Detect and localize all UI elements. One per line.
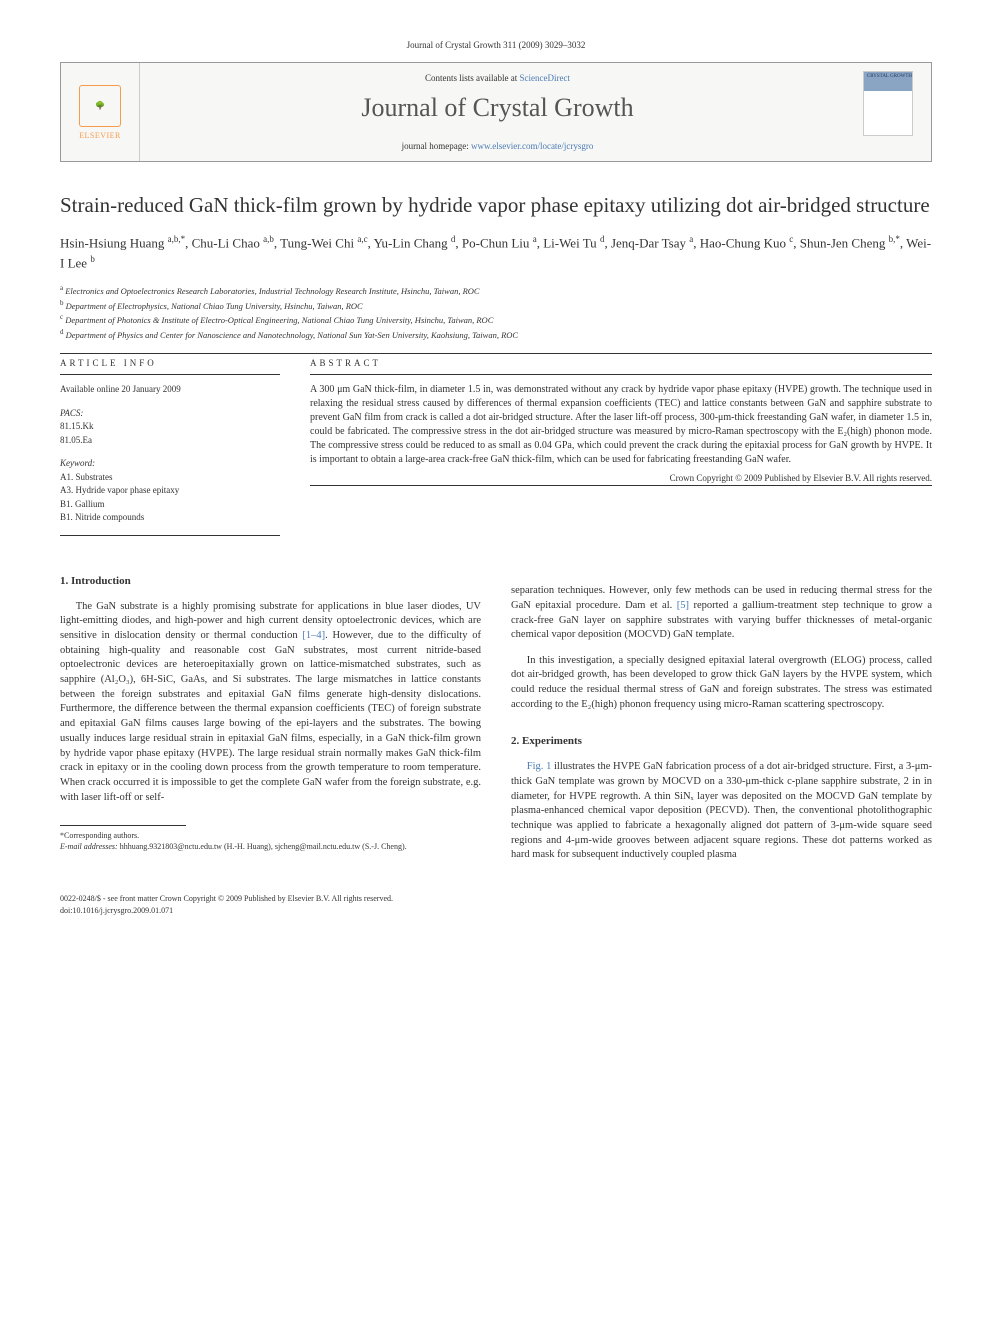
kw-3: B1. Nitride compounds bbox=[60, 511, 280, 525]
journal-name: Journal of Crystal Growth bbox=[160, 93, 835, 123]
doi-line: doi:10.1016/j.jcrysgro.2009.01.071 bbox=[60, 905, 932, 916]
email-2: sjcheng@mail.nctu.edu.tw (S.-J. Cheng). bbox=[275, 842, 407, 851]
sec2-p1-text: illustrates the HVPE GaN fabrication pro… bbox=[511, 761, 932, 860]
info-bottom-rule bbox=[60, 535, 280, 536]
pacs-0: 81.15.Kk bbox=[60, 420, 280, 434]
kw-2: B1. Gallium bbox=[60, 498, 280, 512]
abstract: ABSTRACT A 300 μm GaN thick-film, in dia… bbox=[310, 358, 932, 544]
emails: E-mail addresses: hhhuang.9321803@nctu.e… bbox=[60, 841, 481, 852]
abstract-rule bbox=[310, 374, 932, 375]
abstract-bottom-rule bbox=[310, 485, 932, 486]
ref-5-link[interactable]: [5] bbox=[677, 600, 689, 611]
footnote-rule bbox=[60, 825, 186, 826]
col2-p1: separation techniques. However, only few… bbox=[511, 584, 932, 643]
journal-banner: 🌳 ELSEVIER Contents lists available at S… bbox=[60, 62, 932, 162]
affiliation-item: a Electronics and Optoelectronics Resear… bbox=[60, 283, 932, 298]
affiliation-item: d Department of Physics and Center for N… bbox=[60, 327, 932, 342]
kw-1: A3. Hydride vapor phase epitaxy bbox=[60, 484, 280, 498]
pacs-label: PACS: bbox=[60, 407, 280, 421]
contents-text: Contents lists available at bbox=[425, 73, 519, 83]
contents-available: Contents lists available at ScienceDirec… bbox=[160, 73, 835, 83]
affiliation-item: c Department of Photonics & Institute of… bbox=[60, 312, 932, 327]
cover-image: CRYSTAL GROWTH bbox=[863, 71, 913, 136]
info-rule bbox=[60, 374, 280, 375]
elsevier-tree-icon: 🌳 bbox=[79, 85, 121, 127]
section-1-heading: 1. Introduction bbox=[60, 574, 481, 589]
col2-p2: In this investigation, a specially desig… bbox=[511, 654, 932, 713]
info-text: Available online 20 January 2009 PACS: 8… bbox=[60, 383, 280, 525]
journal-cover: CRYSTAL GROWTH bbox=[855, 63, 931, 161]
journal-homepage: journal homepage: www.elsevier.com/locat… bbox=[160, 141, 835, 151]
front-matter-line: 0022-0248/$ - see front matter Crown Cop… bbox=[60, 893, 932, 904]
divider bbox=[60, 353, 932, 354]
ref-1-4-link[interactable]: [1–4] bbox=[302, 630, 325, 641]
sec2-p1: Fig. 1 illustrates the HVPE GaN fabricat… bbox=[511, 760, 932, 863]
email-label: E-mail addresses: bbox=[60, 842, 118, 851]
info-abstract-row: ARTICLE INFO Available online 20 January… bbox=[60, 358, 932, 544]
affiliation-item: b Department of Electrophysics, National… bbox=[60, 298, 932, 313]
homepage-label: journal homepage: bbox=[402, 141, 471, 151]
kw-0: A1. Substrates bbox=[60, 471, 280, 485]
publisher-logo: 🌳 ELSEVIER bbox=[61, 63, 140, 161]
pacs-1: 81.05.Ea bbox=[60, 434, 280, 448]
sciencedirect-link[interactable]: ScienceDirect bbox=[520, 73, 570, 83]
email-1: hhhuang.9321803@nctu.edu.tw (H.-H. Huang… bbox=[118, 842, 275, 851]
bottom-copyright: 0022-0248/$ - see front matter Crown Cop… bbox=[60, 893, 932, 915]
banner-center: Contents lists available at ScienceDirec… bbox=[140, 63, 855, 161]
column-right: separation techniques. However, only few… bbox=[511, 574, 932, 874]
footnote: *Corresponding authors. E-mail addresses… bbox=[60, 830, 481, 852]
article-info: ARTICLE INFO Available online 20 January… bbox=[60, 358, 280, 544]
page: Journal of Crystal Growth 311 (2009) 302… bbox=[0, 0, 992, 956]
intro-paragraph: The GaN substrate is a highly promising … bbox=[60, 600, 481, 806]
body-columns: 1. Introduction The GaN substrate is a h… bbox=[60, 574, 932, 874]
publisher-name: ELSEVIER bbox=[79, 131, 121, 140]
section-2-heading: 2. Experiments bbox=[511, 734, 932, 749]
intro-text-b: . However, due to the difficulty of obta… bbox=[60, 630, 481, 803]
info-heading: ARTICLE INFO bbox=[60, 358, 280, 368]
abstract-copyright: Crown Copyright © 2009 Published by Else… bbox=[310, 473, 932, 483]
keyword-block: Keyword: A1. Substrates A3. Hydride vapo… bbox=[60, 457, 280, 525]
authors: Hsin-Hsiung Huang a,b,*, Chu-Li Chao a,b… bbox=[60, 233, 932, 273]
keyword-label: Keyword: bbox=[60, 457, 280, 471]
available-online: Available online 20 January 2009 bbox=[60, 383, 280, 397]
corresponding-authors: *Corresponding authors. bbox=[60, 830, 481, 841]
column-left: 1. Introduction The GaN substrate is a h… bbox=[60, 574, 481, 874]
abstract-text: A 300 μm GaN thick-film, in diameter 1.5… bbox=[310, 383, 932, 467]
header-citation: Journal of Crystal Growth 311 (2009) 302… bbox=[60, 40, 932, 50]
abstract-heading: ABSTRACT bbox=[310, 358, 932, 368]
fig-1-link[interactable]: Fig. 1 bbox=[527, 761, 552, 772]
affiliations: a Electronics and Optoelectronics Resear… bbox=[60, 283, 932, 341]
article-title: Strain-reduced GaN thick-film grown by h… bbox=[60, 192, 932, 219]
pacs-block: PACS: 81.15.Kk 81.05.Ea bbox=[60, 407, 280, 448]
homepage-link[interactable]: www.elsevier.com/locate/jcrysgro bbox=[471, 141, 593, 151]
